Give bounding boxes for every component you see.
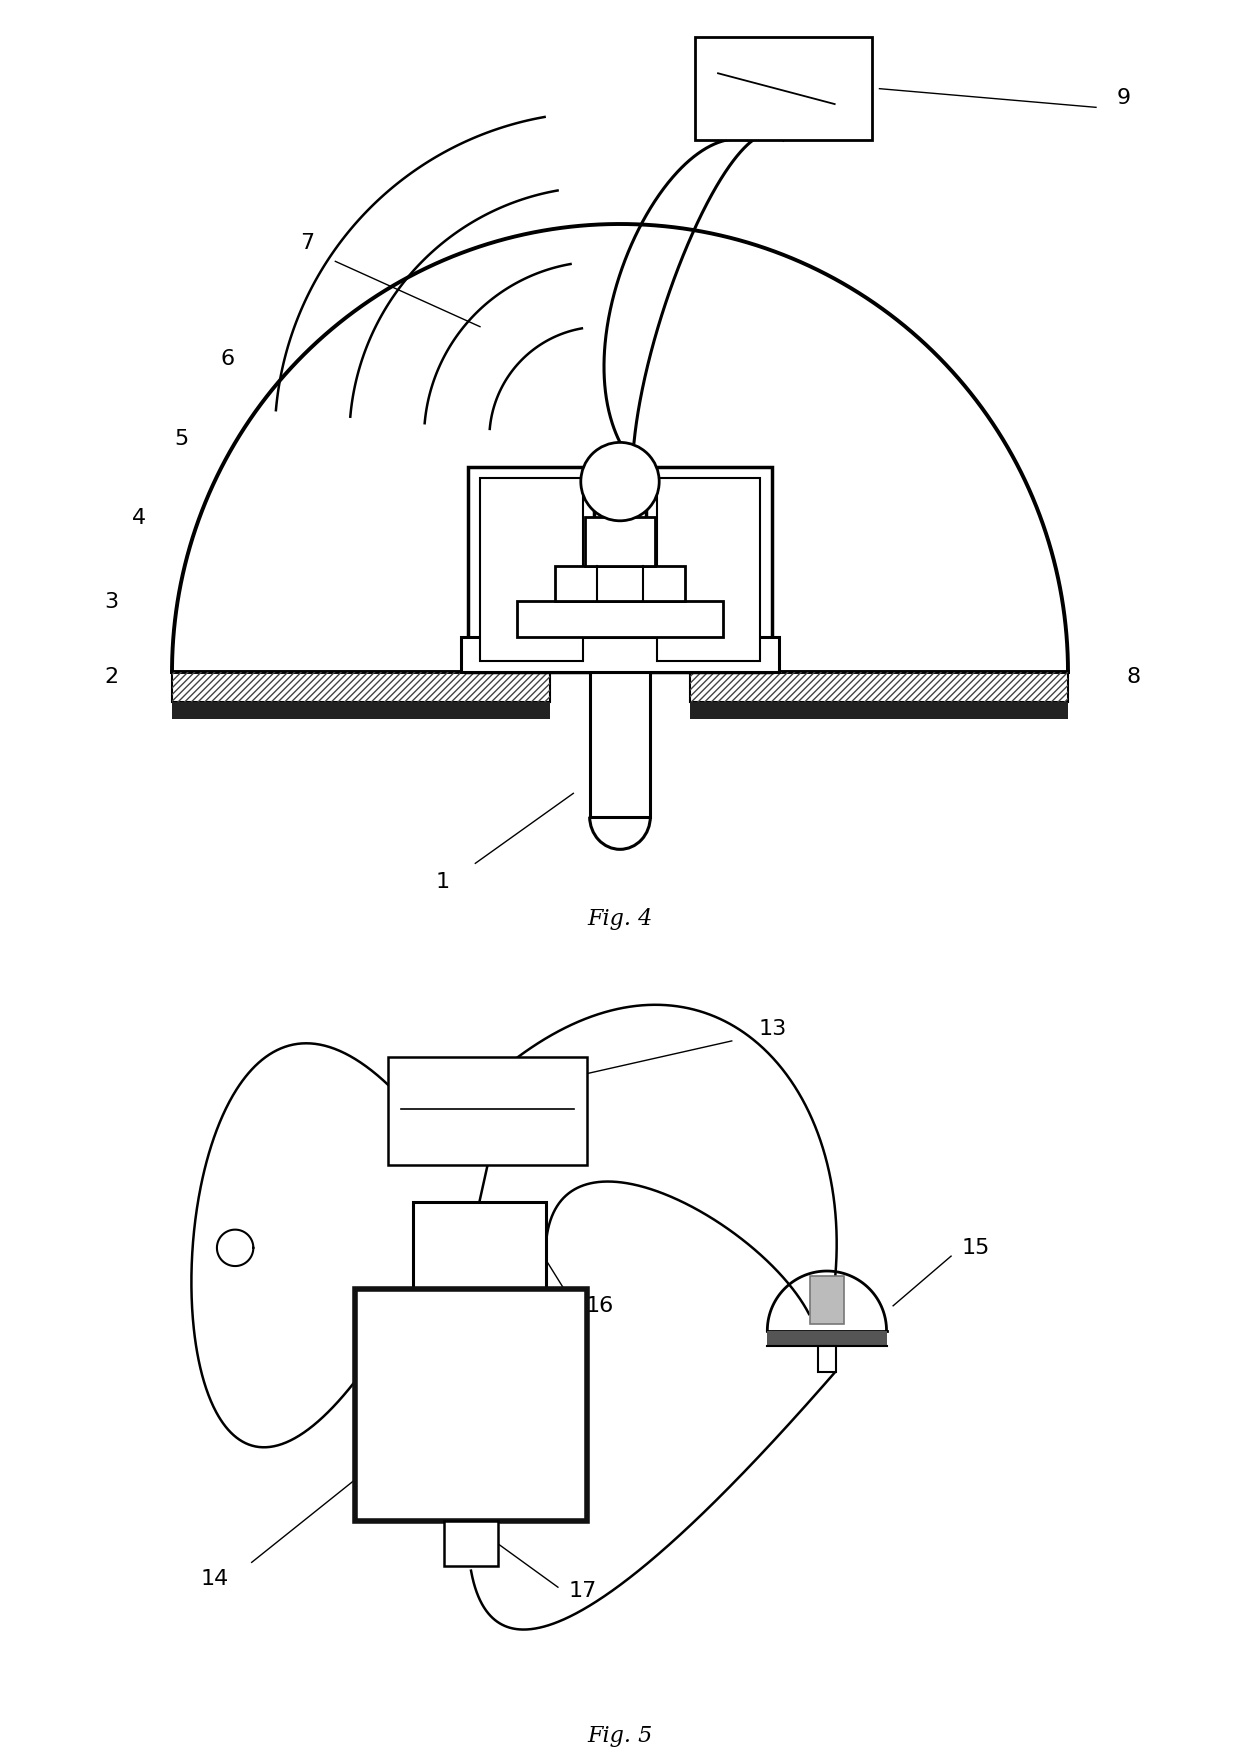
Bar <box>689 703 1068 718</box>
Bar <box>689 673 1068 703</box>
Bar <box>810 1277 844 1324</box>
Text: 4: 4 <box>133 507 146 528</box>
Text: 14: 14 <box>201 1569 228 1588</box>
Circle shape <box>580 442 660 521</box>
Text: 2: 2 <box>104 667 118 687</box>
Bar <box>172 703 551 718</box>
Text: 9: 9 <box>1117 88 1131 107</box>
Bar <box>657 477 760 660</box>
Bar <box>554 565 686 601</box>
Bar <box>172 673 551 703</box>
Text: 6: 6 <box>221 349 236 370</box>
Text: 16: 16 <box>585 1296 614 1315</box>
Bar <box>480 477 583 660</box>
Bar <box>469 467 594 673</box>
Bar <box>590 673 650 817</box>
Bar <box>689 673 1068 703</box>
Text: 17: 17 <box>569 1581 596 1601</box>
Text: 7: 7 <box>300 232 315 252</box>
Bar <box>517 601 723 636</box>
Bar <box>585 518 655 565</box>
Bar <box>768 1331 887 1345</box>
Bar <box>388 1057 587 1166</box>
Bar <box>172 673 551 703</box>
Bar <box>355 1289 587 1522</box>
Bar <box>694 37 872 139</box>
Text: 5: 5 <box>174 428 188 449</box>
Text: Fig. 4: Fig. 4 <box>588 909 652 930</box>
Bar <box>610 481 630 518</box>
Text: 3: 3 <box>104 592 118 613</box>
Text: 15: 15 <box>962 1238 990 1257</box>
Text: Fig. 5: Fig. 5 <box>588 1726 652 1747</box>
Text: 8: 8 <box>1126 667 1141 687</box>
Text: 1: 1 <box>435 872 450 893</box>
Bar <box>444 1522 498 1567</box>
Bar <box>461 636 779 673</box>
Bar <box>413 1203 546 1307</box>
Text: 13: 13 <box>759 1018 787 1039</box>
Bar <box>646 467 771 673</box>
Bar <box>818 1345 836 1372</box>
